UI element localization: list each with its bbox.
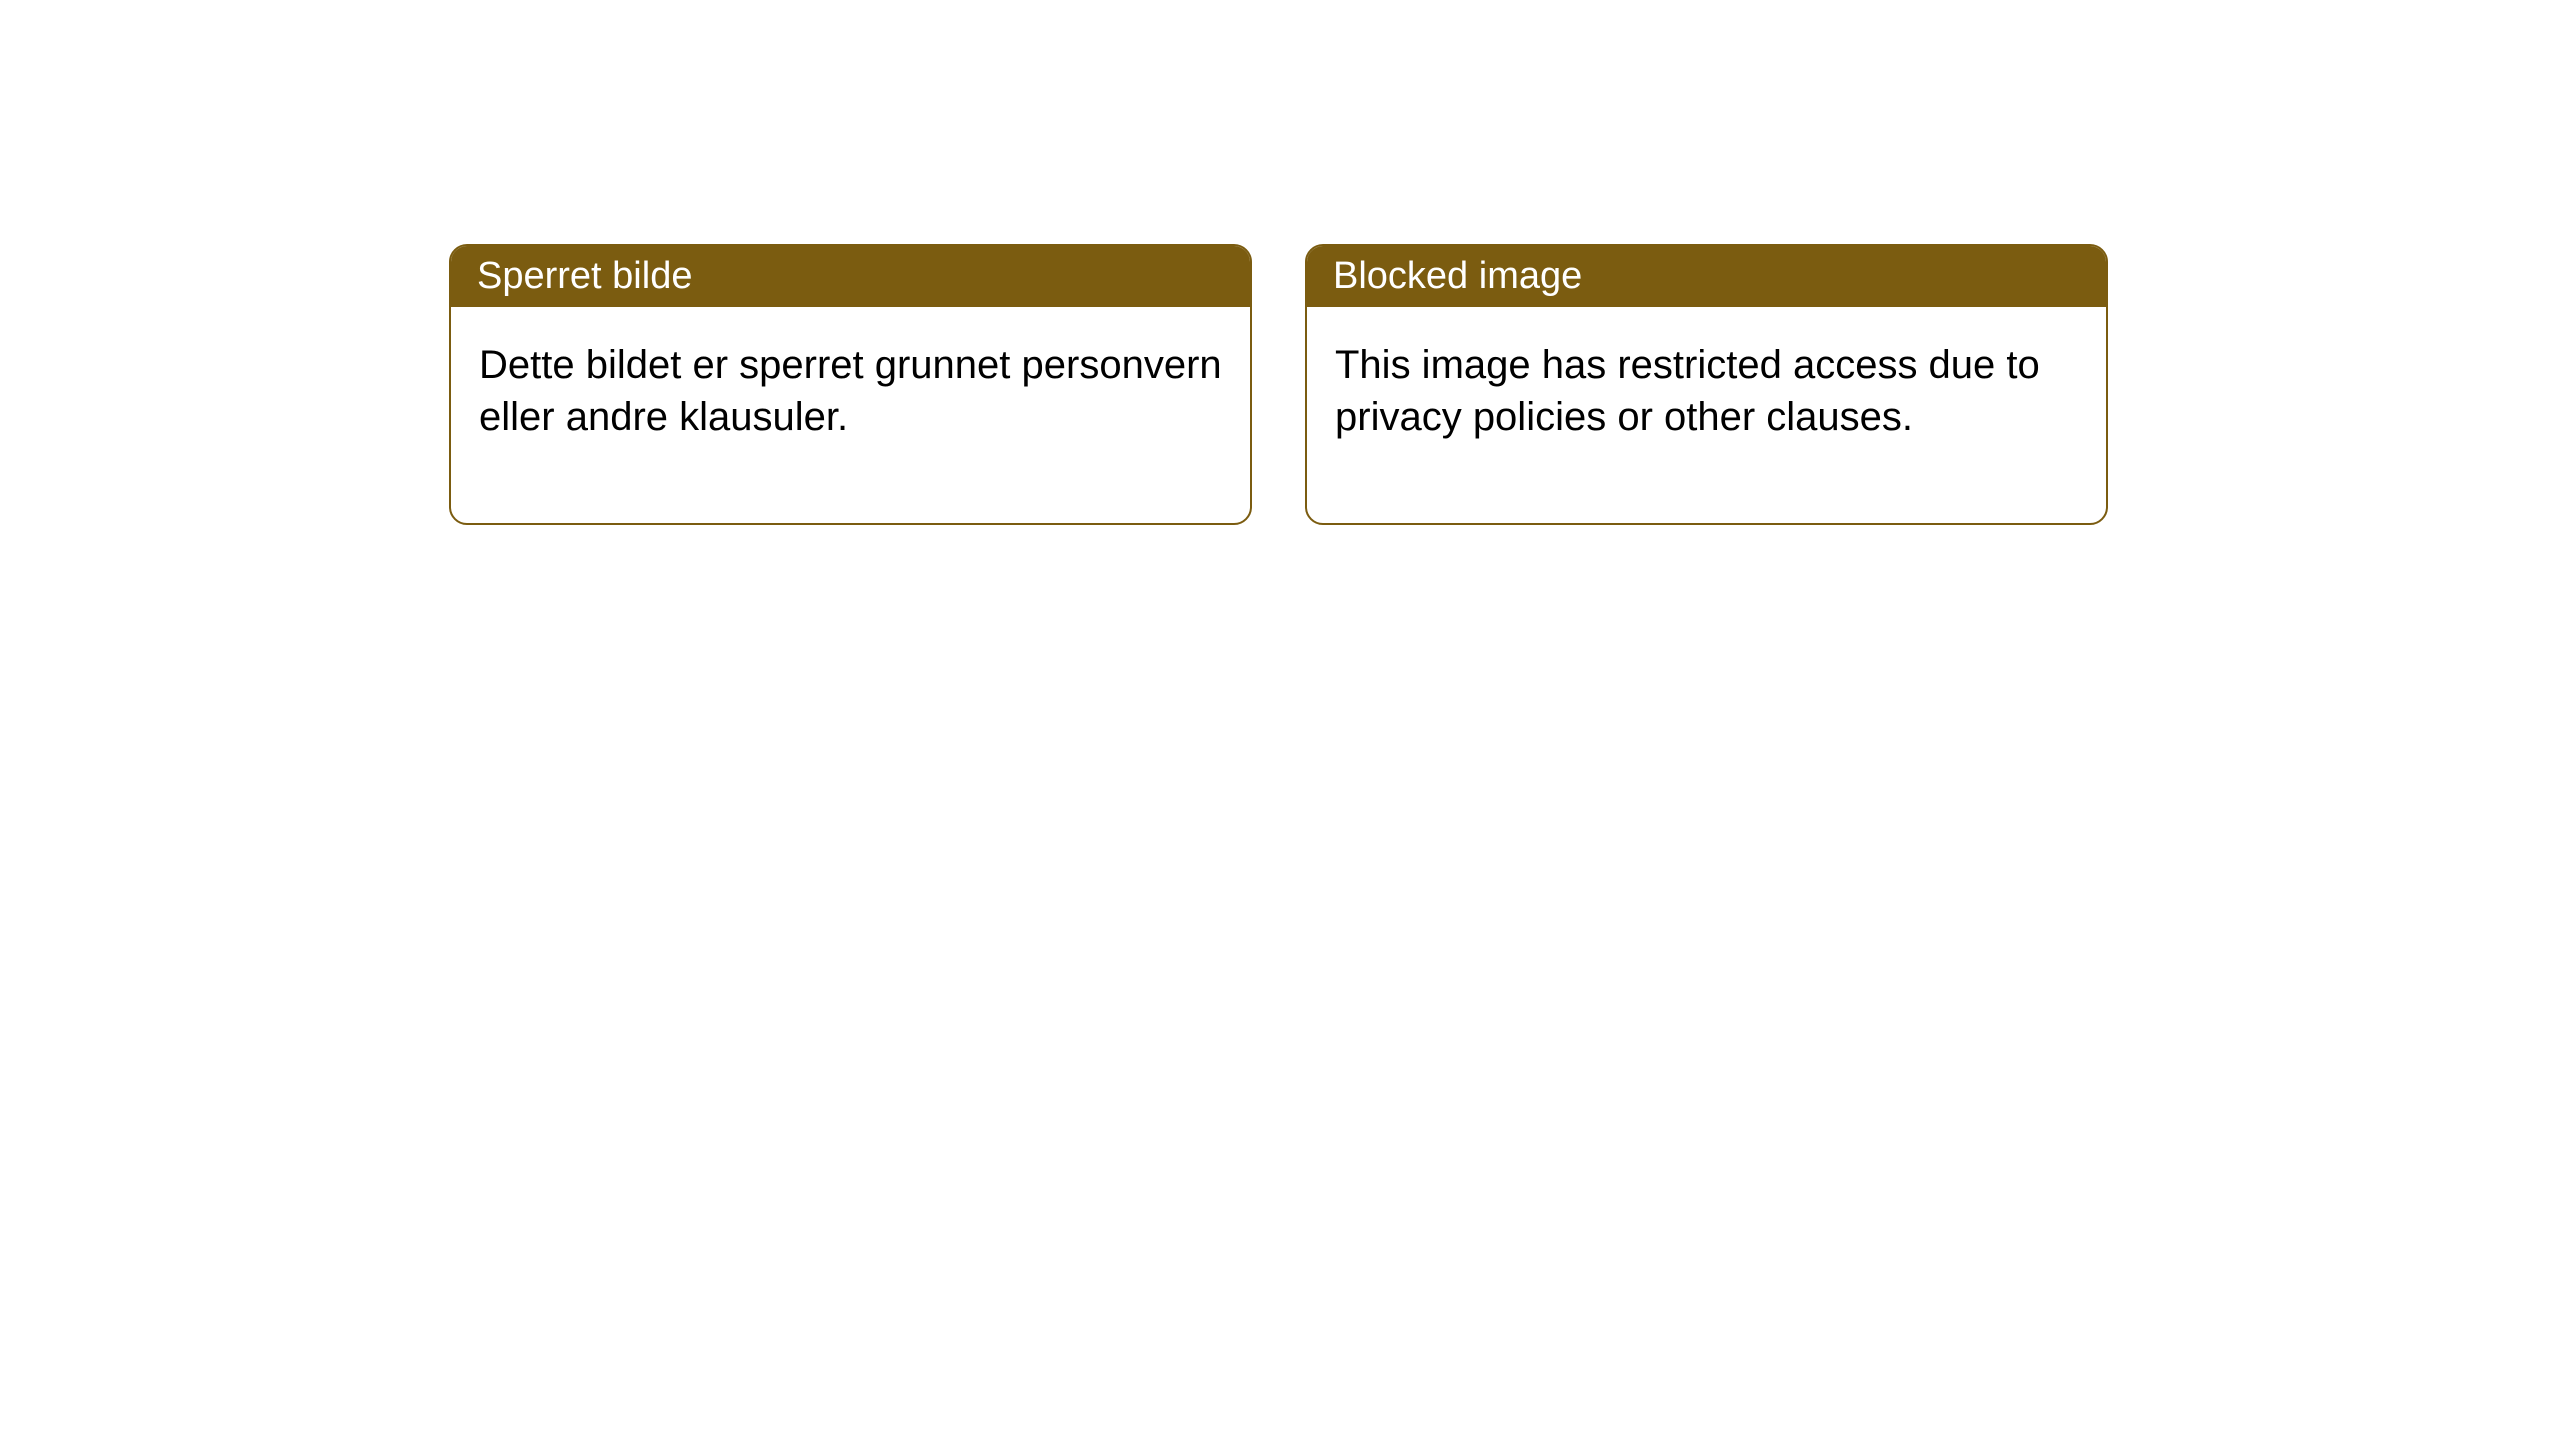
- notice-title: Sperret bilde: [451, 246, 1250, 307]
- blocked-image-notice-english: Blocked image This image has restricted …: [1305, 244, 2108, 525]
- notice-container: Sperret bilde Dette bildet er sperret gr…: [0, 0, 2560, 525]
- blocked-image-notice-norwegian: Sperret bilde Dette bildet er sperret gr…: [449, 244, 1252, 525]
- notice-body-text: This image has restricted access due to …: [1307, 307, 2106, 523]
- notice-title: Blocked image: [1307, 246, 2106, 307]
- notice-body-text: Dette bildet er sperret grunnet personve…: [451, 307, 1250, 523]
